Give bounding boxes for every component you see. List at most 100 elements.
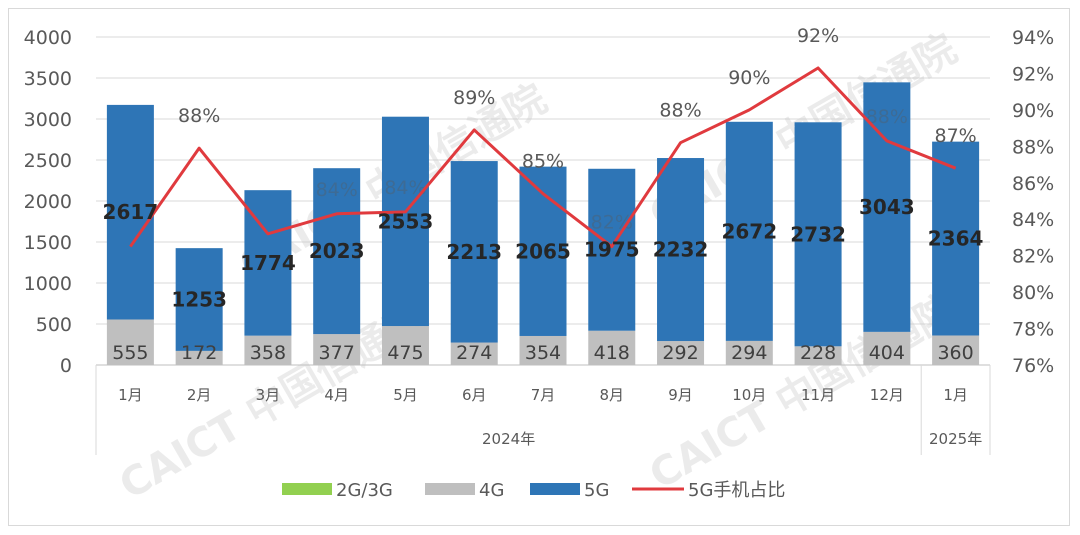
y-left-tick-label: 4000 (24, 27, 72, 49)
pct-label: 85% (522, 151, 564, 173)
bar-4g (106, 319, 154, 365)
x-group-label: 2025年 (929, 430, 982, 448)
x-tick-label: 5月 (393, 386, 418, 404)
bar-4g (794, 346, 842, 365)
label-5g: 2672 (721, 219, 777, 243)
y-right-tick-label: 80% (1012, 282, 1054, 304)
label-4g: 555 (112, 342, 148, 364)
bar-5g (932, 141, 980, 336)
label-5g: 2232 (653, 238, 709, 262)
y-right-tick-label: 92% (1012, 63, 1054, 85)
x-tick-label: 11月 (801, 386, 835, 404)
pct-label-faint: 84% (316, 179, 358, 201)
x-tick-label: 7月 (531, 386, 556, 404)
label-4g: 274 (456, 342, 492, 364)
label-4g: 475 (387, 342, 423, 364)
label-4g: 172 (181, 342, 217, 364)
line-5g-share (129, 66, 957, 249)
label-5g: 2364 (928, 227, 984, 251)
y-left-tick-label: 1000 (24, 273, 72, 295)
y-right-tick-label: 90% (1012, 100, 1054, 122)
y-right-tick-label: 86% (1012, 173, 1054, 195)
bar-5g (450, 161, 498, 343)
label-4g: 292 (662, 342, 698, 364)
label-5g: 2553 (378, 209, 434, 233)
legend-swatch (530, 483, 580, 495)
y-right-tick-label: 84% (1012, 209, 1054, 231)
x-tick-label: 3月 (256, 386, 281, 404)
y-right-tick-label: 78% (1012, 319, 1054, 341)
bar-5g (381, 116, 429, 327)
x-tick-label: 9月 (668, 386, 693, 404)
bar-4g (450, 342, 498, 365)
bar-5g (588, 168, 636, 331)
y-left-tick-label: 3500 (24, 68, 72, 90)
label-5g: 2213 (446, 240, 502, 264)
bar-4g (381, 326, 429, 365)
legend-label: 4G (479, 480, 504, 501)
y-left-tick-label: 500 (36, 314, 72, 336)
x-tick-label: 8月 (599, 386, 624, 404)
label-5g: 3043 (859, 195, 915, 219)
y-right-tick-label: 82% (1012, 246, 1054, 268)
label-5g: 2617 (103, 200, 159, 224)
bar-4g (657, 341, 705, 365)
legend-label: 5G (584, 480, 609, 501)
label-4g: 354 (525, 342, 561, 364)
bar-5g (313, 168, 361, 335)
pct-label: 89% (453, 87, 495, 109)
label-5g: 2732 (790, 222, 846, 246)
y-left-tick-label: 0 (60, 355, 72, 377)
label-4g: 360 (937, 342, 973, 364)
bar-5g (106, 104, 154, 320)
x-tick-label: 6月 (462, 386, 487, 404)
bar-4g (519, 335, 567, 365)
label-5g: 1774 (240, 251, 296, 275)
label-4g: 404 (869, 342, 905, 364)
label-4g: 377 (319, 342, 355, 364)
pct-label-faint: 88% (866, 106, 908, 128)
legend-label: 2G/3G (336, 480, 393, 501)
label-4g: 294 (731, 342, 767, 364)
x-tick-label: 12月 (870, 386, 904, 404)
bar-4g (863, 331, 911, 365)
pct-label: 92% (797, 25, 839, 47)
y-left-tick-label: 3000 (24, 109, 72, 131)
y-right-tick-label: 76% (1012, 355, 1054, 377)
x-tick-label: 4月 (324, 386, 349, 404)
pct-label: 90% (728, 67, 770, 89)
label-5g: 2065 (515, 239, 571, 263)
y-left-tick-label: 2500 (24, 150, 72, 172)
label-5g: 1253 (171, 288, 227, 312)
bar-5g (175, 248, 223, 351)
bar-4g (588, 330, 636, 365)
y-right-tick-label: 94% (1012, 27, 1054, 49)
legend-label: 5G手机占比 (688, 480, 785, 501)
label-4g: 418 (594, 342, 630, 364)
legend-swatch (282, 483, 332, 495)
bar-4g (244, 335, 292, 365)
pct-label-faint: 84% (384, 177, 426, 199)
label-5g: 2023 (309, 239, 365, 263)
label-4g: 358 (250, 342, 286, 364)
x-tick-label: 1月 (118, 386, 143, 404)
x-tick-label: 10月 (732, 386, 766, 404)
bar-5g (657, 158, 705, 342)
bar-4g (725, 340, 773, 365)
y-right-tick-label: 88% (1012, 136, 1054, 158)
x-group-label: 2024年 (482, 430, 535, 448)
bar-5g (794, 122, 842, 347)
label-5g: 1975 (584, 238, 640, 262)
y-left-tick-label: 2000 (24, 191, 72, 213)
pct-label: 88% (178, 105, 220, 127)
y-left-tick-label: 1500 (24, 232, 72, 254)
x-tick-label: 2月 (187, 386, 212, 404)
pct-label: 88% (659, 100, 701, 122)
pct-label: 87% (934, 125, 976, 147)
bar-5g (725, 121, 773, 341)
bar-4g (313, 334, 361, 365)
legend-swatch (425, 483, 475, 495)
bar-4g (932, 335, 980, 365)
bar-4g (175, 350, 223, 365)
